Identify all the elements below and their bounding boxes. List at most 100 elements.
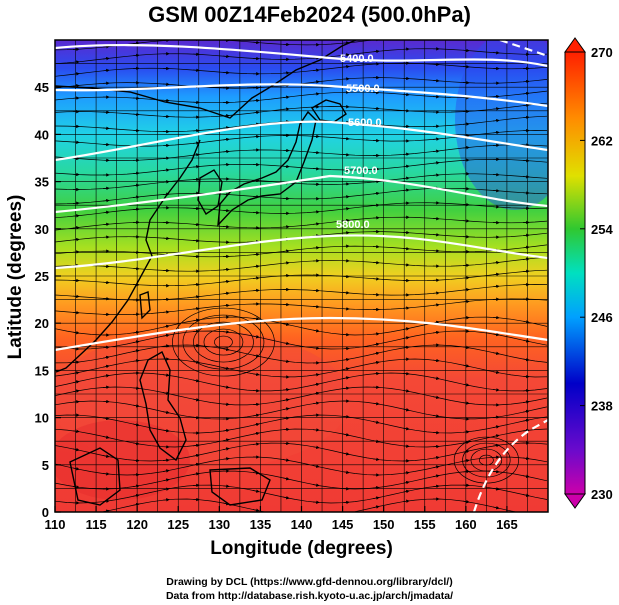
y-tick-label: 20 (35, 316, 49, 331)
wind-arrow (222, 457, 230, 461)
wind-arrow (222, 208, 230, 213)
wind-arrow (252, 264, 260, 269)
wind-arrow (162, 410, 170, 415)
wind-arrow (462, 430, 470, 434)
wind-arrow (342, 218, 350, 223)
wind-arrow (72, 330, 80, 335)
y-tick-label: 35 (35, 175, 49, 190)
wind-arrow (72, 360, 80, 364)
wind-arrow (252, 252, 260, 257)
wind-arrow (73, 516, 79, 517)
wind-arrow (72, 380, 80, 384)
wind-arrow (132, 441, 140, 446)
wind-arrow (492, 107, 500, 111)
wind-arrow (522, 175, 530, 179)
credit-drawing: Drawing by DCL (https://www.gfd-dennou.o… (166, 576, 453, 588)
wind-arrow (432, 376, 440, 380)
wind-arrow (162, 180, 170, 184)
wind-arrow (492, 284, 500, 289)
wind-arrow (102, 210, 110, 215)
x-tick-label: 120 (126, 517, 148, 532)
wind-arrow (162, 344, 170, 348)
y-tick-label: 0 (42, 505, 49, 520)
wind-arrow (102, 56, 110, 61)
wind-arrow (162, 310, 170, 314)
wind-arrow (132, 386, 140, 390)
wind-arrow (522, 493, 530, 497)
wind-arrow (102, 68, 110, 73)
wind-arrow (222, 385, 230, 389)
contour-line (55, 316, 548, 352)
coastline-taiwan (139, 291, 151, 320)
wind-arrow (432, 465, 440, 469)
wind-arrow (162, 156, 170, 161)
wind-arrow (192, 165, 200, 169)
wind-arrow (192, 306, 200, 311)
wind-arrow (312, 246, 320, 250)
wind-arrow (162, 236, 170, 241)
colorbar-tick-label: 230 (591, 487, 613, 502)
wind-arrow (222, 303, 230, 308)
x-tick-label: 160 (455, 517, 477, 532)
wind-arrow (72, 237, 80, 242)
wind-arrow (342, 195, 350, 199)
wind-arrow (102, 345, 110, 350)
wind-arrow (342, 376, 350, 380)
wind-arrow (282, 341, 290, 346)
vortex-ring (182, 314, 265, 370)
vortex-ring (193, 321, 254, 363)
wind-arrow (492, 94, 500, 99)
wind-arrow (372, 505, 380, 509)
wind-arrow (342, 274, 350, 279)
wind-arrow (312, 222, 320, 226)
wind-arrow (222, 484, 230, 488)
wind-arrow (522, 456, 530, 461)
wind-arrow (432, 137, 440, 141)
wind-arrow (282, 407, 290, 411)
wind-arrow (462, 469, 470, 474)
wind-arrow (522, 474, 530, 478)
wind-arrow (162, 498, 170, 502)
vortex-ring (172, 307, 275, 377)
wind-arrow (522, 257, 530, 261)
wind-arrow (342, 470, 350, 474)
wind-arrow (102, 45, 110, 49)
map-title: GSM 00Z14Feb2024 (500.0hPa) (148, 2, 471, 27)
wind-arrow (462, 299, 470, 304)
wind-arrow (522, 339, 530, 343)
wind-arrow (192, 295, 200, 299)
wind-arrow (432, 173, 440, 177)
wind-arrow (252, 276, 260, 280)
x-tick-label: 115 (86, 517, 107, 532)
wind-arrow (102, 296, 110, 301)
x-axis: 110 115 120 125 130 135 140 145 150 155 160 165 (45, 506, 518, 532)
contour-line (55, 174, 548, 214)
x-tick-label: 130 (208, 517, 230, 532)
wind-arrow (162, 333, 170, 338)
wind-arrow (222, 428, 230, 433)
contour-line (472, 419, 548, 512)
wind-arrow (162, 487, 170, 491)
wind-arrow (132, 195, 140, 199)
wind-arrow (372, 439, 380, 444)
wind-arrow (462, 48, 470, 53)
wind-arrow (312, 150, 320, 155)
wind-arrow (222, 402, 230, 407)
wind-arrow (282, 476, 290, 481)
wind-arrow (132, 484, 140, 488)
wind-arrow (372, 485, 380, 490)
wind-arrow (312, 483, 320, 487)
wind-arrow (402, 444, 410, 448)
wind-arrow (372, 106, 380, 111)
colorbar-tick-label: 238 (591, 399, 613, 414)
wind-arrow (283, 515, 289, 516)
wind-arrow (432, 233, 440, 237)
wind-arrow (432, 456, 440, 460)
wind-arrow (372, 49, 380, 54)
wind-arrow (192, 462, 200, 467)
wind-arrow (492, 351, 500, 356)
wind-arrow (402, 471, 410, 475)
wind-arrow (402, 152, 410, 156)
wind-arrow (462, 345, 470, 350)
contour-label: 5700.0 (344, 165, 378, 177)
